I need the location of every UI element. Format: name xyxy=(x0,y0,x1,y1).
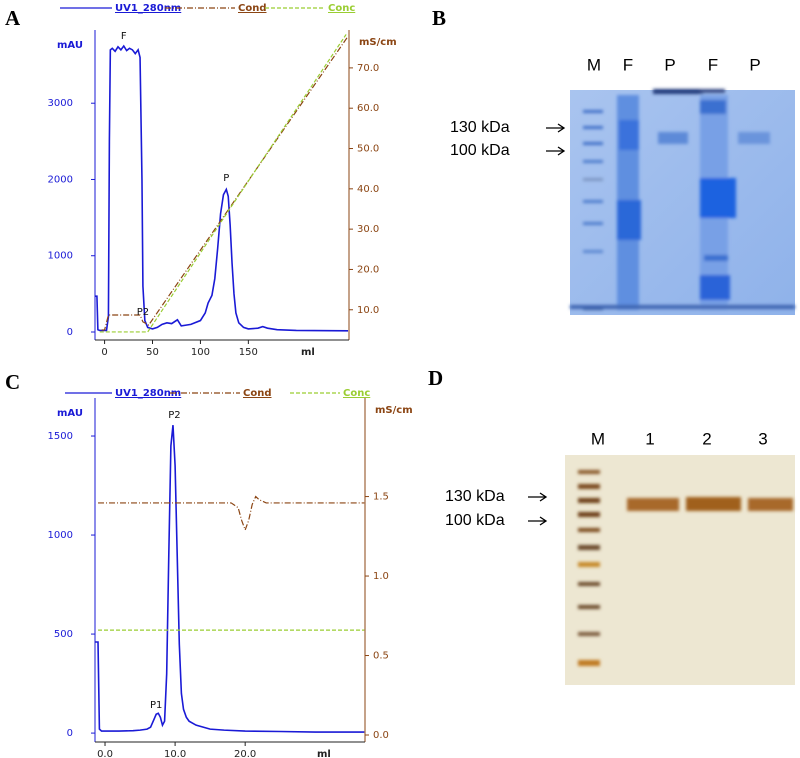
marker-label: 130 kDa xyxy=(445,488,505,505)
arrow xyxy=(528,516,548,526)
legend-label: Conc xyxy=(328,3,355,14)
y2-tick-label: 10.0 xyxy=(357,305,379,316)
annotation: P1 xyxy=(150,700,162,711)
arrow xyxy=(528,492,548,502)
panel-label: D xyxy=(428,366,443,390)
gel-bands xyxy=(578,470,793,666)
annotation: P2 xyxy=(137,307,149,318)
y2-tick-label: 70.0 xyxy=(357,63,379,74)
annotation: P2 xyxy=(168,410,180,421)
series-line xyxy=(99,34,347,333)
y-axis-label: mAU xyxy=(57,40,83,51)
y-tick-label: 2000 xyxy=(48,174,73,185)
y2-tick-label: 40.0 xyxy=(357,184,379,195)
x-tick-label: 0 xyxy=(101,347,107,358)
arrow xyxy=(546,123,566,133)
y2-tick-label: 0.0 xyxy=(373,730,389,741)
panel-label: C xyxy=(5,370,20,394)
gel-b: M F P F P 130 kDa 100 kDa xyxy=(450,55,795,315)
x-tick-label: 10.0 xyxy=(164,749,186,758)
marker-label: 130 kDa xyxy=(450,119,510,136)
annotation: P xyxy=(223,173,229,184)
panel-label: B xyxy=(432,6,446,30)
marker-label: 100 kDa xyxy=(445,512,505,529)
lane-label: P xyxy=(749,55,760,74)
arrow xyxy=(546,146,566,156)
x-axis-label: ml xyxy=(317,749,331,758)
panel-label: A xyxy=(5,6,21,30)
y-tick-label: 1000 xyxy=(48,251,73,262)
lane-label: M xyxy=(591,429,605,448)
gel-d: M 1 2 3 130 kDa 100 kDa xyxy=(445,429,795,685)
y2-tick-label: 60.0 xyxy=(357,103,379,114)
lane-label: 2 xyxy=(702,429,711,448)
y-tick-label: 0 xyxy=(67,327,73,338)
lane-label: 3 xyxy=(758,429,767,448)
gel-background xyxy=(570,90,795,315)
y2-axis-label: mS/cm xyxy=(359,37,397,48)
y2-tick-label: 30.0 xyxy=(357,224,379,235)
y-tick-label: 1500 xyxy=(48,431,73,442)
gel-background xyxy=(565,455,795,685)
lane-label: P xyxy=(664,55,675,74)
legend-label: UV1_280nm xyxy=(115,388,181,399)
lane-label: 1 xyxy=(645,429,654,448)
lane-label: F xyxy=(708,55,718,74)
series-line xyxy=(98,495,365,532)
y2-tick-label: 1.5 xyxy=(373,492,389,503)
y-tick-label: 1000 xyxy=(48,530,73,541)
series-line xyxy=(95,44,349,332)
x-tick-label: 150 xyxy=(239,347,258,358)
y-tick-label: 0 xyxy=(67,728,73,739)
legend-label: Cond xyxy=(243,388,272,399)
y2-tick-label: 20.0 xyxy=(357,264,379,275)
x-tick-label: 50 xyxy=(146,347,159,358)
y2-tick-label: 0.5 xyxy=(373,651,389,662)
legend-label: Conc xyxy=(343,388,370,399)
lane-label: F xyxy=(623,55,633,74)
y-tick-label: 500 xyxy=(54,629,73,640)
y-axis-label: mAU xyxy=(57,408,83,419)
x-axis-label: ml xyxy=(301,347,315,358)
y-tick-label: 3000 xyxy=(48,98,73,109)
x-tick-label: 100 xyxy=(191,347,210,358)
series-line xyxy=(95,425,365,733)
annotation: F xyxy=(121,31,127,42)
x-tick-label: 0.0 xyxy=(97,749,113,758)
y2-axis-label: mS/cm xyxy=(375,405,413,416)
gel-bands xyxy=(570,89,795,310)
legend-label: Cond xyxy=(238,3,267,14)
marker-label: 100 kDa xyxy=(450,142,510,159)
lane-label: M xyxy=(587,55,601,74)
series-line xyxy=(101,37,348,331)
x-tick-label: 20.0 xyxy=(234,749,256,758)
legend-label: UV1_280nm xyxy=(115,3,181,14)
y2-tick-label: 50.0 xyxy=(357,144,379,155)
y2-tick-label: 1.0 xyxy=(373,571,389,582)
